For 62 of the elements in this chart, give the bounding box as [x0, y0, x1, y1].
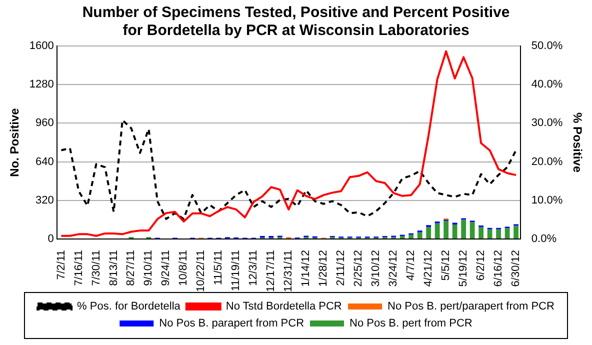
legend-label: No Pos B. parapert from PCR: [159, 318, 304, 330]
x-tick-label: 9/10/11: [142, 250, 155, 286]
x-tick-label: 3/24/12: [388, 250, 400, 287]
y-tick-label: 960: [36, 117, 54, 130]
x-tick-label: 1/28/12: [318, 250, 330, 287]
y-tick-label: 1600: [29, 40, 54, 52]
legend-label: % Pos. for Bordetella: [77, 300, 182, 313]
line-series: [60, 119, 518, 220]
legend-label: No Pos B. pert/parapert from PCR: [388, 300, 554, 313]
x-tick-label: 4/7/12: [405, 250, 418, 281]
bar: [470, 222, 475, 238]
x-tick-label: 6/2/12: [475, 250, 488, 281]
y-tick-label: 320: [36, 194, 54, 206]
bar: [504, 228, 510, 238]
bar: [426, 226, 432, 238]
y2-tick-label: 20.0%: [531, 156, 563, 168]
y2-tick-label: 50.0%: [531, 40, 563, 52]
y2-tick-label: 30.0%: [531, 117, 563, 130]
x-tick-label: 9/24/11: [160, 250, 172, 286]
x-tick-label: 4/21/12: [422, 250, 435, 287]
x-tick-label: 8/27/11: [125, 250, 138, 286]
x-tick-label: 11/5/11: [212, 250, 225, 286]
x-tick-label: 11/19/11: [230, 250, 242, 292]
x-tick-label: 6/16/12: [492, 250, 505, 287]
x-tick-label: 12/17/11: [265, 250, 278, 292]
bar: [434, 223, 440, 238]
x-tick-label: 6/30/12: [510, 250, 522, 287]
bar: [478, 226, 484, 238]
x-tick-label: 7/30/11: [90, 250, 102, 286]
x-tick-label: 12/31/11: [282, 250, 295, 292]
x-tick-label: 12/3/11: [248, 250, 260, 286]
bar: [487, 229, 492, 238]
x-tick-label: 8/13/11: [108, 250, 120, 286]
bar: [417, 232, 422, 238]
x-tick-label: 10/22/11: [195, 250, 208, 292]
bar: [400, 236, 405, 238]
x-tick-label: 5/5/12: [440, 250, 452, 281]
y-tick-label: 1280: [29, 78, 54, 91]
bar: [408, 234, 414, 238]
y2-tick-label: 10.0%: [531, 194, 563, 206]
x-tick-label: 3/10/12: [370, 250, 382, 287]
x-tick-label: 2/25/12: [352, 250, 365, 287]
y-tick-label: 0: [48, 233, 54, 246]
x-tick-label: 1/14/12: [300, 250, 312, 287]
x-tick-label: 7/2/11: [55, 250, 68, 280]
chart-title: Number of Specimens Tested, Positive and Percent Positive for Bordetella by PCR at Wisconsin Laboratories: [82, 4, 510, 40]
x-tick-label: 5/19/12: [458, 250, 470, 287]
x-tick-label: 2/11/12: [335, 250, 348, 286]
bar: [461, 220, 466, 238]
legend-label: No Tstd Bordetella PCR: [226, 300, 342, 313]
bar: [496, 229, 501, 238]
y-axis-title: No. Positive: [8, 108, 22, 177]
y-tick-label: 640: [36, 156, 54, 168]
x-tick-label: 7/16/11: [72, 250, 85, 286]
y2-tick-label: 0.0%: [531, 233, 557, 246]
bar: [452, 224, 458, 238]
x-tick-label: 10/8/11: [178, 250, 190, 286]
y2-tick-label: 40.0%: [531, 78, 563, 91]
bar: [444, 220, 449, 238]
bar: [514, 226, 518, 238]
legend-label: No Pos B. pert from PCR: [350, 318, 472, 330]
y2-axis-title: % Positive: [570, 112, 584, 173]
